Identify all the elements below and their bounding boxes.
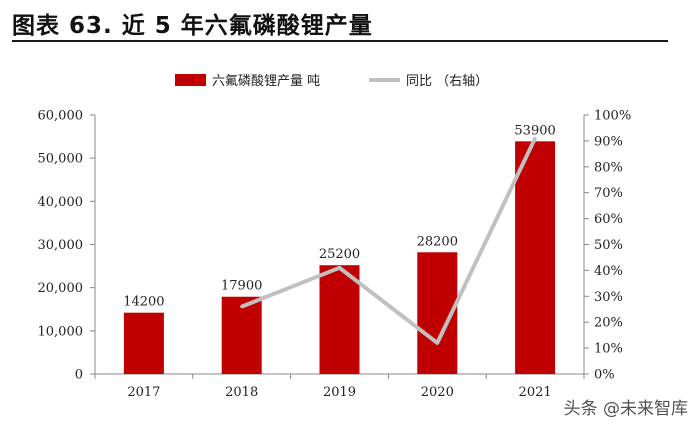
title-divider bbox=[12, 40, 668, 42]
yoy-point bbox=[435, 341, 439, 345]
bar-data-label: 28200 bbox=[417, 234, 458, 249]
page-title: 图表 63. 近 5 年六氟磷酸锂产量 bbox=[12, 13, 373, 39]
watermark: 头条 @未来智库 bbox=[563, 399, 688, 419]
y-right-tick-label: 70% bbox=[594, 186, 623, 201]
legend: 六氟磷酸锂产量 吨 同比 （右轴） bbox=[175, 74, 488, 89]
yoy-point bbox=[338, 266, 341, 270]
y-left-tick-label: 0 bbox=[75, 368, 83, 383]
y-left-tick-label: 20,000 bbox=[38, 281, 84, 296]
y-right-tick-label: 90% bbox=[594, 134, 623, 149]
bar bbox=[515, 141, 556, 374]
y-left-tick-label: 50,000 bbox=[38, 152, 84, 167]
legend-bar-label: 六氟磷酸锂产量 吨 bbox=[212, 74, 320, 89]
bar-data-label: 17900 bbox=[221, 279, 262, 294]
legend-line-label: 同比 （右轴） bbox=[406, 74, 488, 89]
bar-data-label: 25200 bbox=[319, 247, 360, 262]
bar bbox=[319, 265, 360, 374]
y-left-tick-label: 40,000 bbox=[38, 195, 84, 210]
data-labels: 14200 17900 25200 28200 53900 bbox=[123, 123, 556, 309]
y-right-tick-label: 60% bbox=[594, 212, 623, 227]
x-tick-label: 2017 bbox=[127, 385, 160, 400]
x-tick-label: 2020 bbox=[421, 385, 454, 400]
yoy-point bbox=[240, 305, 244, 309]
y-right-tick-label: 0% bbox=[594, 368, 615, 383]
bar bbox=[221, 296, 262, 374]
y-left-tick-label: 30,000 bbox=[38, 238, 84, 253]
y-right-tick-label: 100% bbox=[594, 109, 631, 124]
y-right-tick-label: 50% bbox=[594, 238, 623, 253]
y-right-tick-label: 10% bbox=[594, 342, 623, 357]
y-right-tick-label: 80% bbox=[594, 160, 623, 175]
y-right-tick-label: 30% bbox=[594, 290, 623, 305]
axes: 0 10,000 20,000 30,000 40,000 50,000 60,000 0% 1… bbox=[38, 109, 632, 401]
y-right-tick-label: 20% bbox=[594, 316, 623, 331]
legend-bar-swatch bbox=[175, 74, 206, 86]
bar-data-label: 53900 bbox=[514, 123, 555, 138]
x-tick-label: 2021 bbox=[519, 385, 552, 400]
yoy-line bbox=[240, 137, 537, 345]
yoy-point bbox=[533, 136, 537, 140]
bar bbox=[123, 312, 164, 374]
y-right-tick-label: 40% bbox=[594, 264, 623, 279]
bar-series bbox=[123, 141, 556, 374]
line-series bbox=[240, 136, 537, 345]
x-tick-label: 2018 bbox=[225, 385, 258, 400]
y-left-tick-label: 10,000 bbox=[38, 324, 84, 339]
y-left-tick-label: 60,000 bbox=[38, 109, 84, 124]
bar-data-label: 14200 bbox=[123, 295, 164, 310]
x-tick-label: 2019 bbox=[323, 385, 356, 400]
